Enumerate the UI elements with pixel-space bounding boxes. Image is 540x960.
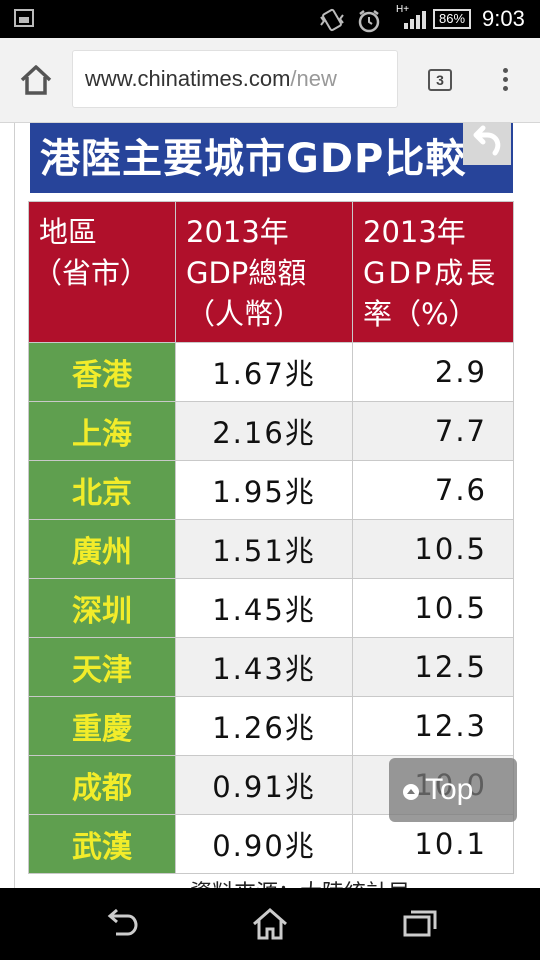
gdp-cell: 1.51兆 (175, 519, 353, 579)
header-gdp-total: 2013年 GDP總額 （人幣） (175, 201, 353, 343)
header-total-line2: GDP總額 (186, 256, 307, 290)
home-nav-icon[interactable] (250, 906, 290, 942)
rate-cell: 7.6 (352, 460, 514, 520)
rate-cell: 12.3 (352, 696, 514, 756)
alarm-icon (356, 8, 382, 38)
city-cell: 武漢 (28, 814, 176, 874)
city-cell: 成都 (28, 755, 176, 815)
signal-icon (404, 11, 426, 29)
header-growth-line3: 率（%） (363, 297, 478, 331)
table-row: 武漢 0.90兆 10.1 (28, 814, 514, 874)
city-cell: 重慶 (28, 696, 176, 756)
city-cell: 上海 (28, 401, 176, 461)
gdp-cell: 2.16兆 (175, 401, 353, 461)
header-region: 地區 （省市） (28, 201, 176, 343)
header-growth-line1: 2013年 (363, 215, 466, 249)
table-row: 天津 1.43兆 12.5 (28, 637, 514, 697)
url-path: /new (290, 66, 337, 91)
arrow-up-icon (403, 784, 419, 800)
gdp-cell: 1.43兆 (175, 637, 353, 697)
clock: 9:03 (482, 6, 525, 31)
table-header-row: 地區 （省市） 2013年 GDP總額 （人幣） 2013年 GDP成長 率（%… (28, 201, 514, 343)
rate-cell: 10.5 (352, 578, 514, 638)
city-cell: 廣州 (28, 519, 176, 579)
status-bar: H+ 86% 9:03 (0, 0, 540, 38)
tabs-icon[interactable]: 3 (428, 69, 452, 91)
recent-apps-icon[interactable] (400, 906, 440, 942)
navigation-bar (0, 888, 540, 960)
rate-cell: 10.1 (352, 814, 514, 874)
back-arrow-icon[interactable] (463, 123, 511, 165)
table-row: 香港 1.67兆 2.9 (28, 342, 514, 402)
rate-cell: 7.7 (352, 401, 514, 461)
overflow-menu-icon[interactable] (496, 65, 514, 95)
gdp-cell: 0.91兆 (175, 755, 353, 815)
table-row: 廣州 1.51兆 10.5 (28, 519, 514, 579)
scroll-to-top-label: Top (425, 773, 474, 806)
gdp-cell: 0.90兆 (175, 814, 353, 874)
web-content: 港陸主要城市GDP比較 地區 （省市） 2013年 GDP總額 （人幣） 201 (0, 123, 540, 888)
article-title: 港陸主要城市GDP比較 (30, 123, 513, 193)
header-total-line1: 2013年 (186, 215, 289, 249)
rate-cell: 10.5 (352, 519, 514, 579)
city-cell: 深圳 (28, 578, 176, 638)
gdp-cell: 1.45兆 (175, 578, 353, 638)
back-icon[interactable] (100, 906, 140, 942)
source-note: 資料來源：大陸統計局 (190, 875, 410, 888)
rate-cell: 2.9 (352, 342, 514, 402)
city-cell: 天津 (28, 637, 176, 697)
vibrate-icon (318, 8, 346, 36)
home-icon[interactable] (16, 62, 56, 98)
city-cell: 香港 (28, 342, 176, 402)
scroll-to-top-button[interactable]: Top (389, 758, 517, 822)
battery-icon: 86% (433, 9, 471, 29)
content-frame-edge (14, 123, 15, 888)
header-total-line3: （人幣） (186, 297, 303, 331)
header-region-line1: 地區 (39, 215, 98, 249)
header-growth-line2: GDP成長 (363, 256, 499, 290)
header-region-line2: （省市） (33, 256, 150, 290)
gdp-cell: 1.67兆 (175, 342, 353, 402)
gdp-cell: 1.26兆 (175, 696, 353, 756)
gdp-table: 地區 （省市） 2013年 GDP總額 （人幣） 2013年 GDP成長 率（%… (28, 201, 514, 874)
url-domain: www.chinatimes.com (85, 66, 291, 91)
gdp-cell: 1.95兆 (175, 460, 353, 520)
url-bar[interactable]: www.chinatimes.com/new (72, 50, 398, 108)
city-cell: 北京 (28, 460, 176, 520)
header-gdp-growth: 2013年 GDP成長 率（%） (352, 201, 514, 343)
network-type: H+ (396, 4, 410, 15)
table-row: 上海 2.16兆 7.7 (28, 401, 514, 461)
table-row: 重慶 1.26兆 12.3 (28, 696, 514, 756)
table-row: 北京 1.95兆 7.6 (28, 460, 514, 520)
rate-cell: 12.5 (352, 637, 514, 697)
image-icon (14, 9, 34, 27)
browser-toolbar: www.chinatimes.com/new 3 (0, 38, 540, 123)
table-row: 深圳 1.45兆 10.5 (28, 578, 514, 638)
